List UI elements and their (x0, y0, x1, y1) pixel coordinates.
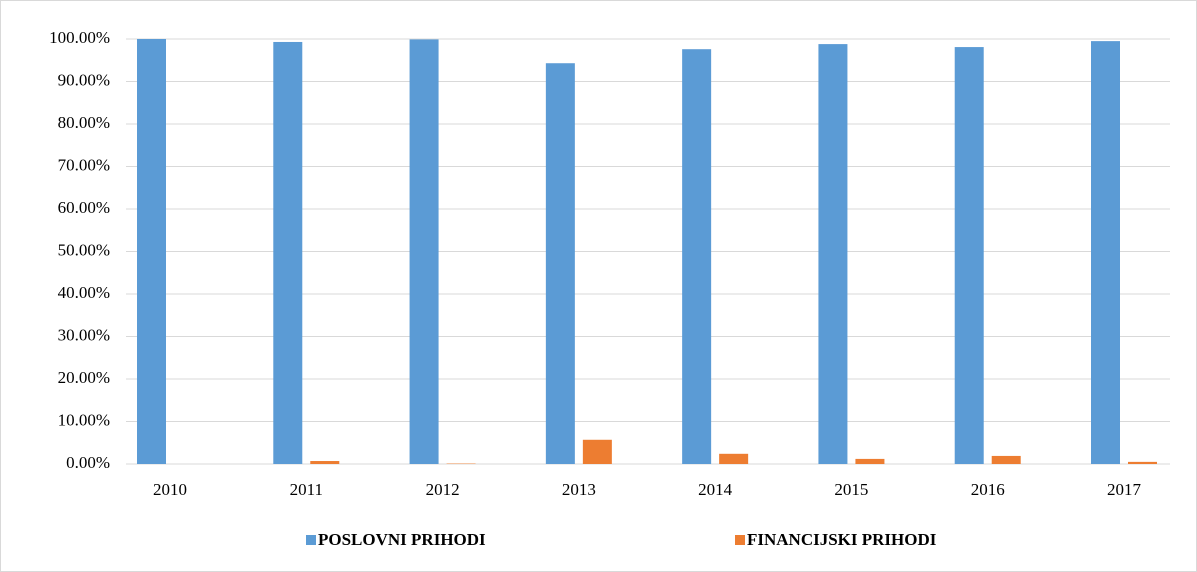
y-tick-label: 0.00% (66, 453, 110, 472)
x-tick-label: 2015 (834, 480, 868, 499)
y-tick-label: 30.00% (58, 325, 110, 344)
y-tick-label: 60.00% (58, 198, 110, 217)
y-tick-label: 90.00% (58, 70, 110, 89)
bar (545, 63, 575, 464)
y-tick-label: 10.00% (58, 410, 110, 429)
y-tick-label: 70.00% (58, 155, 110, 174)
x-tick-label: 2011 (290, 480, 323, 499)
bar (409, 39, 439, 465)
x-tick-label: 2012 (426, 480, 460, 499)
legend-label: POSLOVNI PRIHODI (318, 530, 486, 549)
legend-swatch (735, 535, 745, 545)
bar (310, 461, 340, 464)
x-tick-label: 2010 (153, 480, 187, 499)
bar (273, 41, 303, 464)
x-tick-label: 2014 (698, 480, 733, 499)
y-tick-label: 40.00% (58, 283, 110, 302)
x-tick-label: 2017 (1107, 480, 1142, 499)
bar (582, 439, 612, 464)
legend-swatch (306, 535, 316, 545)
y-tick-label: 80.00% (58, 113, 110, 132)
bar (991, 455, 1021, 464)
y-tick-label: 20.00% (58, 368, 110, 387)
bar (855, 458, 885, 464)
bar (682, 49, 712, 464)
x-tick-label: 2013 (562, 480, 596, 499)
bar (818, 44, 848, 464)
x-tick-label: 2016 (971, 480, 1005, 499)
bar (1091, 41, 1120, 464)
y-tick-label: 100.00% (49, 28, 110, 47)
y-tick-label: 50.00% (58, 240, 110, 259)
bar (1128, 461, 1157, 464)
bar (719, 453, 749, 464)
bar (137, 39, 166, 464)
bar (954, 47, 984, 464)
legend-label: FINANCIJSKI PRIHODI (747, 530, 937, 549)
